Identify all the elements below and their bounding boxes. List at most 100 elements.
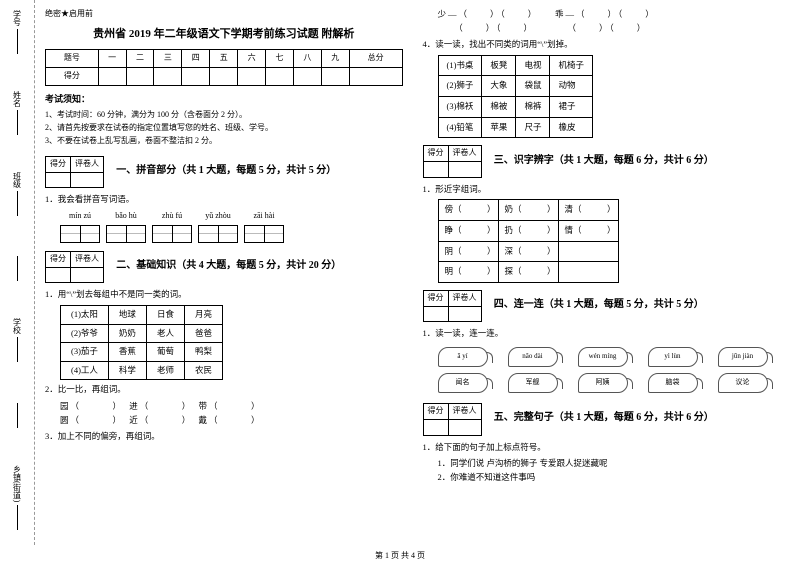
table-row: (3)棉袄棉被棉裤裙子 (438, 96, 592, 117)
question: 4．读一读，找出不同类的词用“\”划掉。 (423, 38, 781, 52)
bind-lab: 学号 (12, 10, 23, 26)
sb: 得分 (46, 156, 71, 172)
group-table: (1)书桌板凳电视机椅子 (2)狮子大象袋鼠动物 (3)棉袄棉被棉裤裙子 (4)… (438, 55, 593, 138)
leaf: nǎo dài (508, 347, 558, 367)
th: 五 (210, 50, 238, 68)
bind-lab: 乡镇(街道) (12, 465, 23, 502)
binding-labels: 学号 姓名 班级 学校 乡镇(街道) (3, 10, 31, 530)
leaf: jūn jiàn (718, 347, 768, 367)
notice-item: 2、请首先按要求在试卷的指定位置填写您的姓名、班级、学号。 (45, 122, 403, 135)
sb: 评卷人 (448, 290, 481, 306)
table-row: 得分 (46, 68, 403, 86)
th: 七 (266, 50, 294, 68)
question: 1．读一读，连一连。 (423, 327, 781, 341)
td: 得分 (46, 68, 99, 86)
leaf: 阿姨 (578, 373, 628, 393)
th: 总分 (349, 50, 402, 68)
question: 2．比一比，再组词。 (45, 383, 403, 397)
leaf: 脑袋 (648, 373, 698, 393)
binding-area: 学号 姓名 班级 学校 乡镇(街道) (0, 0, 35, 545)
section-title: 二、基础知识（共 4 大题，每题 5 分，共计 20 分） (116, 260, 341, 271)
section-title: 三、识字辨字（共 1 大题，每题 6 分，共计 6 分） (494, 155, 714, 166)
sb: 得分 (423, 403, 448, 419)
tianzige (244, 225, 284, 243)
th: 八 (293, 50, 321, 68)
notice-list: 1、考试时间：60 分钟，满分为 100 分（含卷面分 2 分）。 2、请首先按… (45, 109, 403, 147)
score-box: 得分评卷人 (423, 290, 482, 323)
table-row: 傍（ ）奶（ ）清（ ） (438, 200, 618, 221)
leaf-row: ā yí nǎo dài wén míng yì lùn jūn jiàn (438, 347, 781, 367)
tianzige (198, 225, 238, 243)
exam-title: 贵州省 2019 年二年级语文下学期考前练习试题 附解析 (45, 26, 403, 44)
section-title: 五、完整句子（共 1 大题，每题 6 分，共计 6 分） (494, 412, 714, 423)
notice-item: 1、考试时间：60 分钟，满分为 100 分（含卷面分 2 分）。 (45, 109, 403, 122)
table-row: (2)爷爷奶奶老人爸爸 (61, 324, 223, 343)
score-box: 得分评卷人 (423, 403, 482, 436)
pinyin: zāi hài (244, 210, 284, 223)
question: 1．给下面的句子加上标点符号。 (423, 441, 781, 455)
tianzige (106, 225, 146, 243)
th: 九 (321, 50, 349, 68)
th: 一 (98, 50, 126, 68)
word-table: (1)太阳地球日食月亮 (2)爷爷奶奶老人爸爸 (3)茄子香蕉葡萄鸭梨 (4)工… (60, 305, 223, 380)
sb: 评卷人 (448, 146, 481, 162)
leaf: 议论 (718, 373, 768, 393)
table-row: (1)书桌板凳电视机椅子 (438, 55, 592, 76)
fill-line: 园（ ） 进（ ） 带（ ） (60, 400, 403, 414)
question: 1．形近字组词。 (423, 183, 781, 197)
pinyin: yǔ zhòu (198, 210, 238, 223)
fill-line: 少—（ ）（ ） 乖—（ ）（ ） (438, 8, 781, 22)
table-row: 睁（ ）扔（ ）情（ ） (438, 220, 618, 241)
sentence: 1．同学们说 卢沟桥的狮子 专爱跟人捉迷藏呢 (438, 457, 781, 471)
th: 二 (126, 50, 154, 68)
table-row: (4)铅笔苹果尺子橡皮 (438, 117, 592, 138)
bind-lab: 学校 (12, 318, 23, 334)
sb: 得分 (423, 290, 448, 306)
table-row: 明（ ）探（ ） (438, 262, 618, 283)
pinyin: bǎo hù (106, 210, 146, 223)
th: 四 (182, 50, 210, 68)
table-row: (4)工人科学老师农民 (61, 361, 223, 380)
bind-lab: 姓名 (12, 91, 23, 107)
leaf: ā yí (438, 347, 488, 367)
question: 3．加上不同的偏旁，再组词。 (45, 430, 403, 444)
sb: 评卷人 (71, 156, 104, 172)
right-column: 少—（ ）（ ） 乖—（ ）（ ） （ ）（ ） （ ）（ ） 4．读一读，找出… (413, 8, 791, 545)
secret-label: 绝密★启用前 (45, 8, 403, 21)
sb: 评卷人 (71, 251, 104, 267)
bind-lab: 班级 (12, 172, 23, 188)
question: 1．我会看拼音写词语。 (45, 193, 403, 207)
tianzige (152, 225, 192, 243)
char-table: 傍（ ）奶（ ）清（ ） 睁（ ）扔（ ）情（ ） 阴（ ）深（ ） 明（ ）探… (438, 199, 619, 282)
notice-item: 3、不要在试卷上乱写乱画，卷面不整洁扣 2 分。 (45, 135, 403, 148)
pinyin: zhù fú (152, 210, 192, 223)
score-box: 得分评卷人 (45, 156, 104, 189)
th: 六 (238, 50, 266, 68)
question: 1．用“\”划去每组中不是同一类的词。 (45, 288, 403, 302)
page-content: 绝密★启用前 贵州省 2019 年二年级语文下学期考前练习试题 附解析 题号 一… (0, 0, 800, 545)
sb: 得分 (46, 251, 71, 267)
pinyin-row: mín zú bǎo hù zhù fú yǔ zhòu zāi hài (60, 210, 403, 223)
table-row: 题号 一 二 三 四 五 六 七 八 九 总分 (46, 50, 403, 68)
fill-line: （ ）（ ） （ ）（ ） (438, 22, 781, 36)
sb: 评卷人 (448, 403, 481, 419)
table-row: (3)茄子香蕉葡萄鸭梨 (61, 343, 223, 362)
table-row: (1)太阳地球日食月亮 (61, 305, 223, 324)
th: 题号 (46, 50, 99, 68)
left-column: 绝密★启用前 贵州省 2019 年二年级语文下学期考前练习试题 附解析 题号 一… (35, 8, 413, 545)
score-box: 得分评卷人 (45, 251, 104, 284)
leaf: 军舰 (508, 373, 558, 393)
sentence: 2．你难道不知道这件事吗 (438, 471, 781, 485)
table-row: (2)狮子大象袋鼠动物 (438, 76, 592, 97)
table-row: 阴（ ）深（ ） (438, 241, 618, 262)
score-table: 题号 一 二 三 四 五 六 七 八 九 总分 得分 (45, 49, 403, 86)
section-title: 四、连一连（共 1 大题，每题 5 分，共计 5 分） (494, 299, 704, 310)
leaf: 闻名 (438, 373, 488, 393)
tianzige-row (60, 225, 403, 243)
leaf: wén míng (578, 347, 628, 367)
pinyin: mín zú (60, 210, 100, 223)
leaf-row: 闻名 军舰 阿姨 脑袋 议论 (438, 373, 781, 393)
th: 三 (154, 50, 182, 68)
sb: 得分 (423, 146, 448, 162)
tianzige (60, 225, 100, 243)
